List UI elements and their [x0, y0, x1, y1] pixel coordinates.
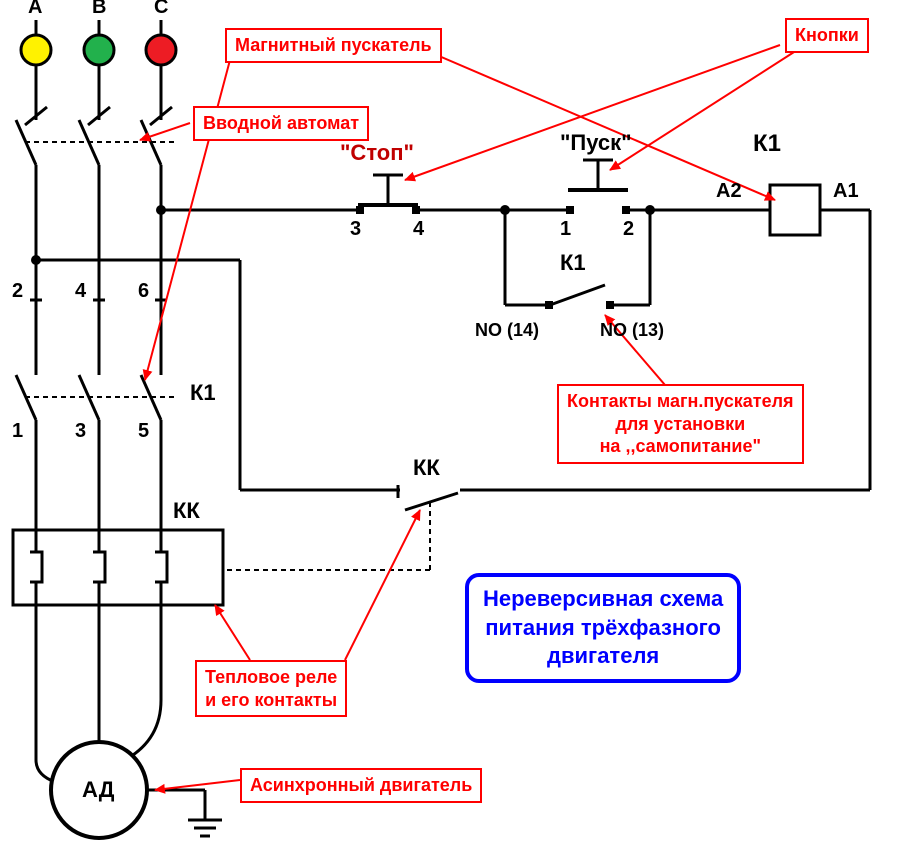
phase-indicators [21, 20, 176, 65]
coil-k1-label: К1 [753, 130, 781, 158]
motor-label: АД [82, 777, 114, 803]
no14-label: NO (14) [475, 320, 539, 341]
callout-aux-l2: для установки [615, 414, 745, 434]
phase-c-lamp [146, 35, 176, 65]
term-4: 4 [75, 280, 86, 303]
phase-a-label: A [28, 0, 42, 19]
contactor-main [16, 370, 175, 530]
contactor-k1-label: К1 [190, 380, 216, 406]
callout-aux: Контакты магн.пускателя для установки на… [557, 384, 804, 464]
stop-3: 3 [350, 218, 361, 241]
term-3: 3 [75, 420, 86, 443]
stop-button [350, 175, 430, 214]
coil-a2: A2 [716, 180, 742, 203]
callout-buttons: Кнопки [785, 18, 869, 53]
title-box: Нереверсивная схема питания трёхфазного … [465, 573, 741, 683]
start-button [560, 160, 650, 214]
start-1: 1 [560, 218, 571, 241]
thermal-relay [13, 530, 223, 605]
callout-thermal-l1: Тепловое реле [205, 667, 337, 687]
phase-b-label: B [92, 0, 106, 19]
callout-motor: Асинхронный двигатель [240, 768, 482, 803]
callout-aux-l1: Контакты магн.пускателя [567, 391, 794, 411]
kk-aux-label: КК [413, 455, 440, 481]
start-label: "Пуск" [560, 130, 632, 156]
title-l1: Нереверсивная схема [483, 586, 723, 611]
phase-a-lamp [21, 35, 51, 65]
circuit-breaker [16, 107, 175, 220]
term-1: 1 [12, 420, 23, 443]
stop-4: 4 [413, 218, 424, 241]
diagram-canvas: A B C 2 4 6 1 3 5 К1 КК АД "Стоп" "Пуск"… [0, 0, 910, 867]
callout-magstarter: Магнитный пускатель [225, 28, 442, 63]
no13-label: NO (13) [600, 320, 664, 341]
coil-a1: A1 [833, 180, 859, 203]
callout-aux-l3: на ,,самопитание" [600, 436, 761, 456]
kk-main-label: КК [173, 498, 200, 524]
phase-c-label: C [154, 0, 168, 19]
coil-k1 [770, 185, 820, 235]
k1-aux-label: К1 [560, 250, 586, 276]
term-2: 2 [12, 280, 23, 303]
term-5: 5 [138, 420, 149, 443]
start-2: 2 [623, 218, 634, 241]
callout-breaker: Вводной автомат [193, 106, 369, 141]
callout-thermal: Тепловое реле и его контакты [195, 660, 347, 717]
title-l2: питания трёхфазного [485, 615, 721, 640]
stop-label: "Стоп" [340, 140, 414, 166]
phase-b-lamp [84, 35, 114, 65]
title-l3: двигателя [547, 643, 659, 668]
callout-thermal-l2: и его контакты [205, 690, 337, 710]
term-6: 6 [138, 280, 149, 303]
